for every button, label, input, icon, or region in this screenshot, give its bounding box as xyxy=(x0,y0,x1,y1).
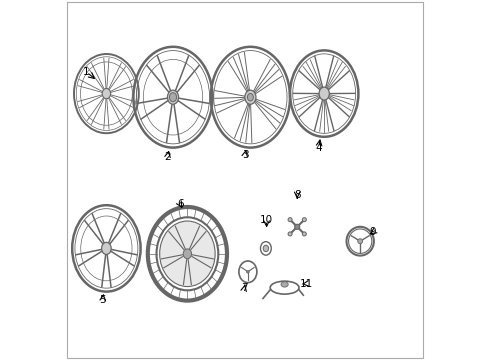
Text: 1: 1 xyxy=(83,67,90,77)
Text: 11: 11 xyxy=(299,279,313,289)
Circle shape xyxy=(302,218,306,222)
Ellipse shape xyxy=(183,249,192,259)
Text: 7: 7 xyxy=(241,283,247,293)
Ellipse shape xyxy=(247,94,253,101)
Ellipse shape xyxy=(101,242,111,255)
Ellipse shape xyxy=(170,93,176,102)
Ellipse shape xyxy=(245,90,256,104)
Ellipse shape xyxy=(102,89,111,99)
Circle shape xyxy=(288,218,292,222)
Text: 6: 6 xyxy=(177,199,184,210)
Text: 4: 4 xyxy=(316,143,322,153)
Circle shape xyxy=(246,270,249,273)
Ellipse shape xyxy=(263,245,269,252)
Ellipse shape xyxy=(160,221,215,287)
Circle shape xyxy=(302,232,306,236)
Ellipse shape xyxy=(168,90,178,104)
Circle shape xyxy=(288,232,292,236)
Text: 3: 3 xyxy=(242,150,248,160)
Text: 10: 10 xyxy=(260,215,273,225)
Text: 8: 8 xyxy=(294,190,300,200)
Ellipse shape xyxy=(319,87,329,100)
Circle shape xyxy=(294,224,300,229)
Circle shape xyxy=(358,239,363,244)
Text: 2: 2 xyxy=(164,152,171,162)
Text: 5: 5 xyxy=(99,294,106,305)
Text: 9: 9 xyxy=(369,227,376,237)
Ellipse shape xyxy=(281,282,288,287)
